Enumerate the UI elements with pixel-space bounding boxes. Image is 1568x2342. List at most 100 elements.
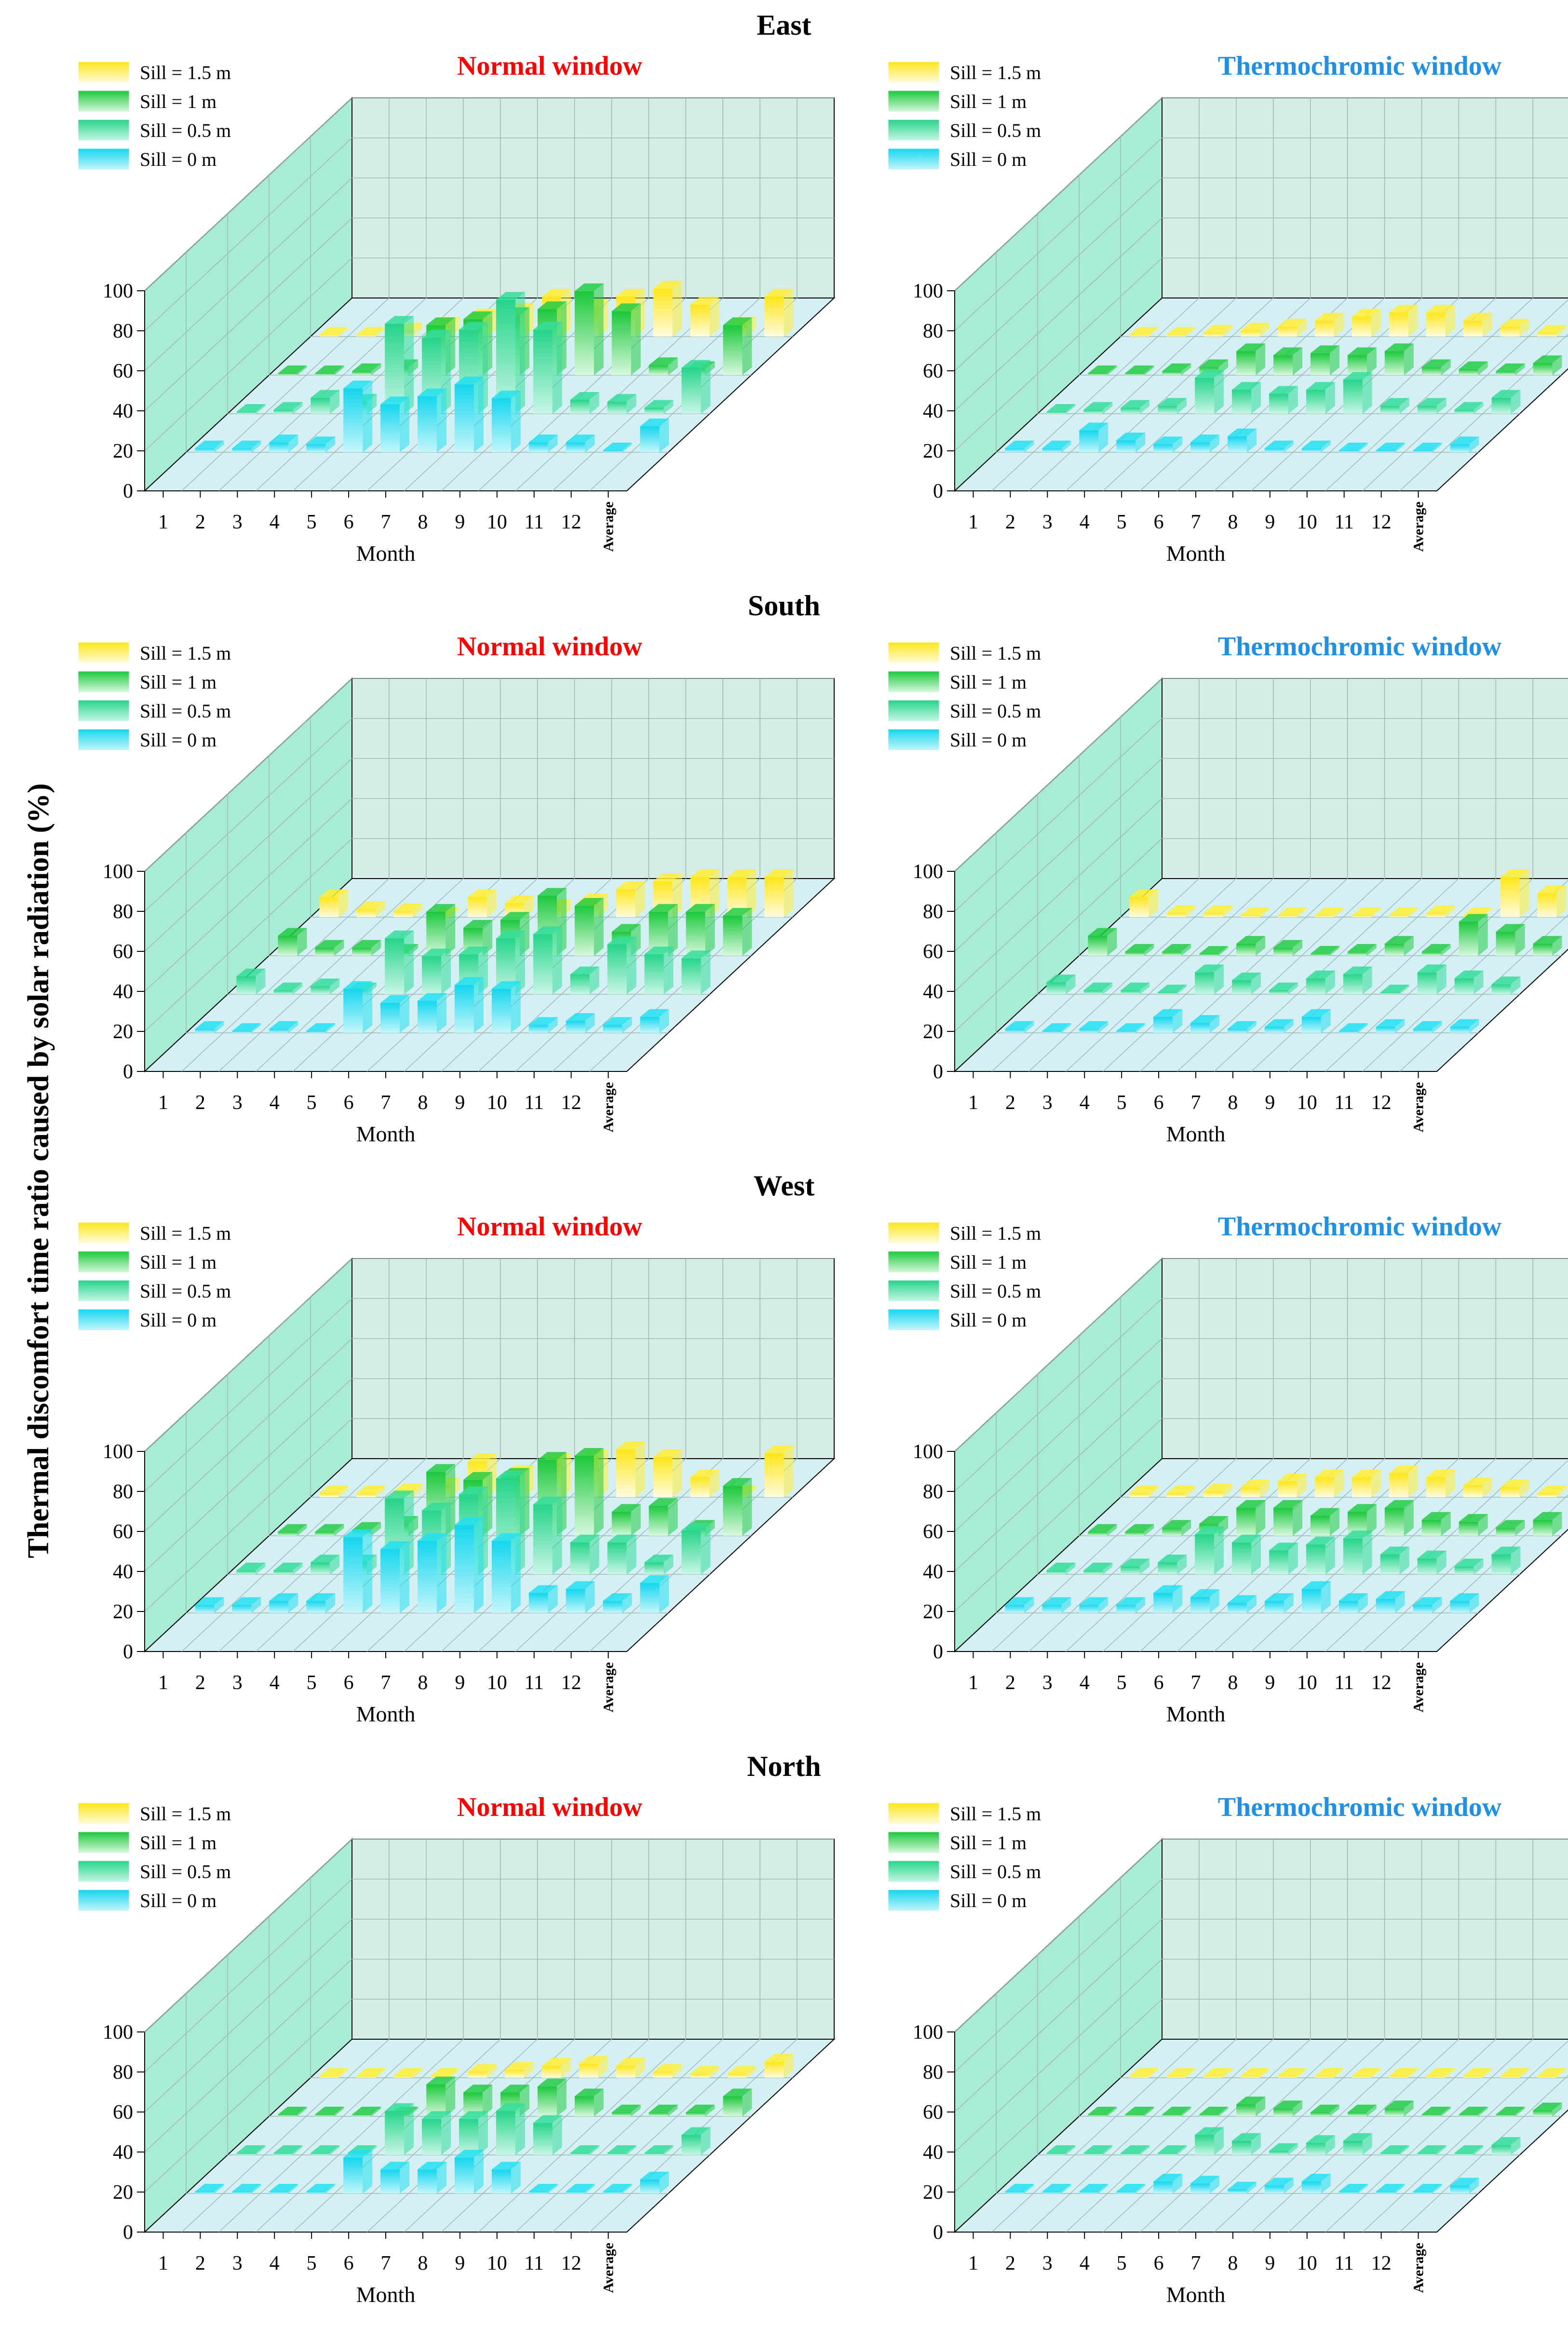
legend-swatch (888, 1831, 940, 1854)
bar-sill-1-5-m-11 (690, 2066, 719, 2078)
y-tick-label: 40 (113, 981, 133, 1003)
x-tick-label: 8 (1228, 2252, 1238, 2274)
bar-sill-1-m-9 (574, 283, 604, 375)
bar-sill-0-5-m-average (1491, 976, 1521, 994)
legend-label: Sill = 0.5 m (140, 1861, 231, 1882)
bar-sill-0-5-m-12 (1454, 970, 1484, 994)
bars (1005, 305, 1567, 452)
x-tick-label-average: Average (601, 1662, 617, 1712)
x-tick-label: 12 (1371, 2252, 1392, 2274)
y-tick-label: 80 (113, 2061, 133, 2084)
bar-sill-1-m-9 (1384, 1500, 1414, 1536)
y-tick-label: 40 (113, 2141, 133, 2164)
bar-sill-0-5-m-average (681, 2127, 711, 2155)
legend-swatch (888, 729, 940, 751)
x-axis-label: Month (1166, 1702, 1226, 1726)
x-tick-label: 4 (1080, 1672, 1090, 1694)
bar-sill-1-m-9 (574, 2088, 604, 2116)
back-wall (351, 678, 835, 879)
bar-sill-0-5-m-1 (1046, 404, 1076, 414)
x-tick-label: 4 (1080, 511, 1090, 533)
x-tick-label: 3 (232, 1672, 243, 1694)
bar-sill-0-m-12 (1413, 1597, 1442, 1613)
bar-sill-0-m-11 (1376, 1019, 1405, 1033)
legend-label: Sill = 0 m (140, 1309, 216, 1331)
x-tick-label: 3 (232, 2252, 243, 2274)
bar-sill-0-m-5 (343, 380, 373, 452)
bar-sill-1-m-12 (1496, 363, 1525, 375)
y-tick-label: 20 (923, 1021, 943, 1043)
bar-sill-1-m-11 (649, 1498, 678, 1536)
bar-sill-1-5-m-3 (393, 903, 423, 917)
bar-sill-0-m-11 (566, 434, 595, 452)
bar-sill-0-m-2 (1042, 1023, 1071, 1033)
y-tick-label: 20 (923, 2181, 943, 2204)
bar-sill-0-5-m-1 (1046, 975, 1076, 994)
bar-sill-0-m-7 (418, 388, 446, 452)
legend-swatch (888, 1222, 940, 1244)
x-tick-label: 10 (1297, 1092, 1317, 1114)
y-axis: 0 20 40 60 80 100 (103, 1441, 145, 1663)
bar-sill-0-m-5 (1153, 436, 1183, 452)
bar-sill-0-5-m-average (681, 950, 711, 994)
bar-sill-0-m-1 (1005, 1597, 1034, 1613)
legend-label: Sill = 0 m (140, 149, 216, 170)
bar-sill-0-m-7 (1228, 428, 1257, 452)
bar-sill-0-5-m-12 (644, 947, 674, 994)
bar-sill-0-5-m-10 (570, 392, 599, 414)
x-tick-label-average: Average (601, 1082, 617, 1132)
bar-sill-0-5-m-7 (1269, 982, 1298, 994)
bar-sill-1-5-m-3 (393, 2068, 423, 2078)
legend-label: Sill = 1.5 m (950, 62, 1041, 83)
legend-swatch (78, 1309, 130, 1331)
bar-sill-0-m-3 (1079, 1597, 1108, 1613)
bar-sill-1-m-2 (315, 2107, 344, 2116)
bar-sill-1-m-2 (315, 940, 344, 956)
bar-sill-1-5-m-1 (319, 327, 349, 337)
bar-sill-0-m-11 (566, 1013, 595, 1033)
bar-sill-1-5-m-10 (653, 281, 682, 337)
bar-sill-1-5-m-8 (1389, 1465, 1418, 1497)
legend-swatch (888, 700, 940, 722)
bar-sill-0-5-m-6 (1232, 1534, 1261, 1574)
bar-sill-1-5-m-11 (690, 297, 719, 337)
bar-sill-1-5-m-7 (1352, 1469, 1381, 1497)
legend-label: Sill = 1 m (950, 1251, 1027, 1273)
bar-sill-1-m-1 (1088, 1524, 1117, 1536)
bar-sill-1-m-2 (1125, 944, 1154, 956)
bar-sill-0-5-m-5 (1195, 370, 1224, 414)
bar-sill-0-m-3 (1079, 2184, 1108, 2193)
bar-sill-0-5-m-5 (1195, 1527, 1224, 1574)
bar-sill-0-5-m-4 (1158, 1555, 1187, 1574)
x-tick-label: 12 (561, 511, 581, 533)
orientation-title-east: East (757, 9, 811, 41)
bar-sill-0-5-m-1 (1046, 2145, 1076, 2155)
legend-label: Sill = 0.5 m (950, 120, 1041, 141)
bar-sill-0-m-12 (1413, 443, 1442, 452)
bar-sill-0-m-10 (1338, 1023, 1368, 1033)
bar-sill-1-m-5 (1236, 1500, 1266, 1536)
bar-sill-1-5-m-10 (1463, 1477, 1492, 1497)
bar-sill-0-m-8 (454, 2150, 484, 2193)
x-tick-label: 6 (1154, 2252, 1164, 2274)
bar-sill-1-m-4 (1199, 2107, 1229, 2116)
x-tick-label: 9 (1265, 511, 1275, 533)
legend-swatch (78, 61, 130, 83)
bar-sill-0-5-m-7 (1269, 1543, 1298, 1574)
panel-title: Thermochromic window (1218, 1792, 1502, 1822)
panel-title: Thermochromic window (1218, 51, 1502, 81)
x-tick-label: 7 (381, 1672, 391, 1694)
y-tick-label: 40 (923, 1561, 943, 1583)
bar-sill-1-m-5 (1236, 936, 1266, 956)
bar-sill-1-m-6 (1273, 940, 1303, 956)
bar-sill-0-5-m-6 (1232, 2133, 1261, 2155)
legend-label: Sill = 0 m (950, 729, 1027, 751)
panel-title: Normal window (457, 632, 643, 662)
legend-swatch (888, 90, 940, 112)
bar-sill-1-5-m-1 (1129, 2068, 1159, 2078)
bar-sill-0-m-6 (1190, 434, 1220, 452)
bar-sill-0-5-m-average (681, 360, 711, 414)
bar-sill-0-m-1 (195, 440, 224, 452)
